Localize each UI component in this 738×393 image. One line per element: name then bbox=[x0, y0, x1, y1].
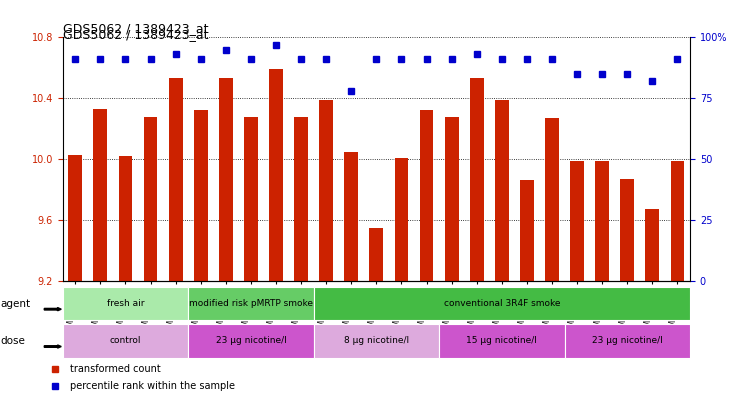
Bar bbox=[244, 117, 258, 281]
Bar bbox=[596, 161, 609, 281]
FancyBboxPatch shape bbox=[63, 287, 188, 320]
Bar bbox=[395, 158, 408, 281]
FancyBboxPatch shape bbox=[188, 287, 314, 320]
Bar bbox=[269, 69, 283, 281]
FancyBboxPatch shape bbox=[63, 324, 188, 358]
Text: modified risk pMRTP smoke: modified risk pMRTP smoke bbox=[189, 299, 313, 308]
Text: GDS5062 / 1389423_at: GDS5062 / 1389423_at bbox=[63, 28, 208, 41]
Bar bbox=[370, 228, 383, 281]
Text: 23 μg nicotine/l: 23 μg nicotine/l bbox=[592, 336, 663, 345]
Bar bbox=[445, 117, 458, 281]
Bar bbox=[520, 180, 534, 281]
FancyBboxPatch shape bbox=[565, 324, 690, 358]
Bar bbox=[495, 100, 508, 281]
Bar bbox=[621, 179, 634, 281]
FancyBboxPatch shape bbox=[314, 324, 439, 358]
Text: agent: agent bbox=[1, 299, 31, 309]
Bar bbox=[144, 117, 157, 281]
Bar bbox=[545, 118, 559, 281]
Text: 23 μg nicotine/l: 23 μg nicotine/l bbox=[215, 336, 286, 345]
Bar bbox=[294, 117, 308, 281]
Bar bbox=[169, 79, 182, 281]
Bar bbox=[646, 209, 659, 281]
Bar bbox=[119, 156, 132, 281]
Text: 8 μg nicotine/l: 8 μg nicotine/l bbox=[344, 336, 409, 345]
Bar bbox=[470, 79, 483, 281]
Bar bbox=[671, 161, 684, 281]
Bar bbox=[570, 161, 584, 281]
Text: fresh air: fresh air bbox=[107, 299, 144, 308]
Bar bbox=[420, 110, 433, 281]
Text: control: control bbox=[110, 336, 141, 345]
Bar bbox=[194, 110, 207, 281]
Text: percentile rank within the sample: percentile rank within the sample bbox=[70, 381, 235, 391]
Bar bbox=[94, 109, 107, 281]
Text: dose: dose bbox=[1, 336, 26, 346]
Bar bbox=[69, 154, 82, 281]
FancyBboxPatch shape bbox=[314, 287, 690, 320]
Text: conventional 3R4F smoke: conventional 3R4F smoke bbox=[444, 299, 560, 308]
FancyBboxPatch shape bbox=[188, 324, 314, 358]
Text: 15 μg nicotine/l: 15 μg nicotine/l bbox=[466, 336, 537, 345]
Bar bbox=[219, 79, 232, 281]
Bar bbox=[345, 152, 358, 281]
Bar bbox=[320, 100, 333, 281]
Text: GDS5062 / 1389423_at: GDS5062 / 1389423_at bbox=[63, 22, 208, 35]
FancyBboxPatch shape bbox=[439, 324, 565, 358]
Text: transformed count: transformed count bbox=[70, 364, 161, 374]
